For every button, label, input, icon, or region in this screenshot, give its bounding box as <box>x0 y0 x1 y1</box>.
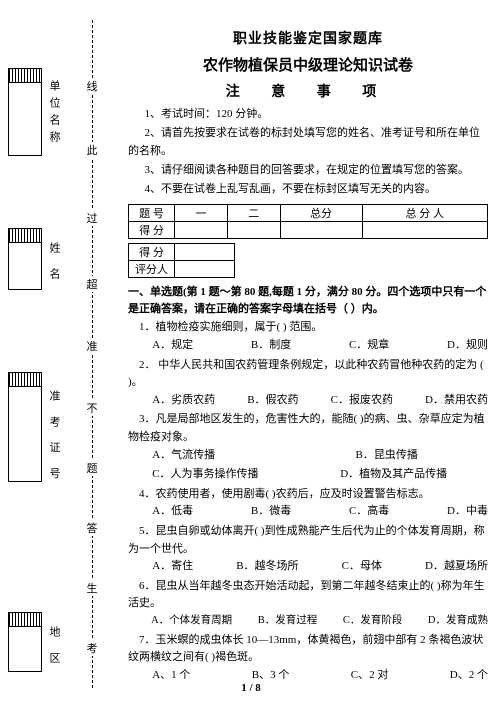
opt: A．规定 <box>152 337 193 355</box>
cell <box>280 222 362 239</box>
options: C．人为事务操作传播 D．植物及其产品传播 <box>128 466 488 484</box>
cut-char: 题 <box>86 460 98 476</box>
opt: B．发育过程 <box>258 613 318 630</box>
opt: C．人为事务操作传播 <box>152 466 258 484</box>
opt: D．中毒 <box>447 503 488 521</box>
hatch <box>9 373 41 387</box>
cell: 一 <box>175 205 228 222</box>
cell <box>175 244 235 261</box>
opt: B．昆虫传播 <box>355 447 417 465</box>
cell <box>175 222 228 239</box>
options: A．个体发育周期 B．发育过程 C．发育阶段 D．发育成熟 <box>128 613 488 630</box>
field-box-name <box>8 228 42 290</box>
section-title: 一、单选题(第 1 题～第 80 题,每题 1 分，满分 80 分。四个选项中只… <box>128 284 488 317</box>
notice-item: 1、考试时间：120 分钟。 <box>128 105 488 124</box>
score-table: 题 号 一 二 总分 总 分 人 得 分 <box>128 204 488 239</box>
cut-char: 答 <box>86 520 98 536</box>
opt: D．越夏场所 <box>425 558 488 576</box>
blank <box>9 627 41 671</box>
cell: 二 <box>227 205 280 222</box>
cell: 题 号 <box>129 205 175 222</box>
hatch <box>9 613 41 627</box>
cut-char: 此 <box>86 142 98 158</box>
opt: B．微毒 <box>251 503 291 521</box>
cell: 评分人 <box>129 261 175 278</box>
opt: A．低毒 <box>152 503 193 521</box>
cell: 得 分 <box>129 244 175 261</box>
opt: D．规则 <box>447 337 488 355</box>
cut-char: 准 <box>86 338 98 354</box>
question: 1．植物检疫实施细则，属于( ) 范围。 A．规定 B．制度 C．规章 D．规则 <box>128 319 488 354</box>
question-text: 2． 中华人民共和国农药管理条例规定，以此种农药冒他种农药的定为 ( )。 <box>128 357 488 392</box>
question: 6．昆虫从当年越冬虫态开始活动起，到第二年越冬结束止的( )称为年生活史。 A．… <box>128 578 488 630</box>
hatch <box>9 69 41 83</box>
field-box-unit <box>8 68 42 156</box>
notice-item: 4、不要在试卷上乱写乱画，不要在标封区填写无关的内容。 <box>128 180 488 199</box>
label-region: 地 区 <box>46 626 62 669</box>
field-box-examno <box>8 372 42 482</box>
main-content: 职业技能鉴定国家题库 农作物植保员中级理论知识试卷 注 意 事 项 1、考试时间… <box>128 28 488 685</box>
cell: 总 分 人 <box>362 205 488 222</box>
options: A．低毒 B．微毒 C．高毒 D．中毒 <box>128 503 488 521</box>
doc-suptitle: 职业技能鉴定国家题库 <box>128 28 488 48</box>
opt: C．发育阶段 <box>343 613 403 630</box>
label-unit: 单位名称 <box>46 80 62 148</box>
question-text: 7．玉米螟的成虫体长 10—13mm，体黄褐色，前翅中部有 2 条褐色波状纹两横… <box>128 632 488 667</box>
options: A．规定 B．制度 C．规章 D．规则 <box>128 337 488 355</box>
cell: 得 分 <box>129 222 175 239</box>
question-text: 5．昆虫自卵或幼体离开( )到性成熟能产生后代为止的个体发育周期，称为一个世代。 <box>128 523 488 558</box>
cut-char: 不 <box>86 400 98 416</box>
opt: C．报废农药 <box>331 392 393 410</box>
cut-char: 考 <box>86 640 98 656</box>
question-text: 3．凡是局部地区发生的，危害性大的，能随( )的病、虫、杂草应定为植物检疫对象。 <box>128 411 488 446</box>
score-table-small: 得 分 评分人 <box>128 243 235 278</box>
blank <box>9 387 41 481</box>
question-text: 1．植物检疫实施细则，属于( ) 范围。 <box>128 319 488 337</box>
notice-list: 1、考试时间：120 分钟。 2、请首先按要求在试卷的标封处填写您的姓名、准考证… <box>128 105 488 198</box>
page-number: 1 / 8 <box>0 682 502 694</box>
cell: 总分 <box>280 205 362 222</box>
field-box-region <box>8 612 42 672</box>
opt: B．制度 <box>251 337 291 355</box>
notice-item: 3、请仔细阅读各种题目的回答要求，在规定的位置填写您的答案。 <box>128 161 488 180</box>
opt: C．高毒 <box>349 503 389 521</box>
cell <box>175 261 235 278</box>
opt: C．规章 <box>349 337 389 355</box>
question-text: 4．农药使用者，使用剧毒( )农药后，应及时设置警告标志。 <box>128 486 488 504</box>
options: A．寄住 B．越冬场所 C．母体 D．越夏场所 <box>128 558 488 576</box>
label-name: 姓 名 <box>46 242 62 285</box>
doc-title: 农作物植保员中级理论知识试卷 <box>128 54 488 75</box>
notice-heading: 注 意 事 项 <box>128 81 488 101</box>
opt: A．个体发育周期 <box>151 613 232 630</box>
question: 5．昆虫自卵或幼体离开( )到性成熟能产生后代为止的个体发育周期，称为一个世代。… <box>128 523 488 576</box>
label-examno: 准 考 证 号 <box>46 390 62 484</box>
cut-char: 超 <box>86 276 98 292</box>
options: A．气流传播 B．昆虫传播 <box>128 447 488 465</box>
question: 7．玉米螟的成虫体长 10—13mm，体黄褐色，前翅中部有 2 条褐色波状纹两横… <box>128 632 488 685</box>
opt: B．越冬场所 <box>236 558 298 576</box>
options: A．劣质农药 B．假农药 C．报废农药 D．禁用农药 <box>128 392 488 410</box>
hatch <box>9 229 41 243</box>
opt: A．寄住 <box>152 558 193 576</box>
question: 2． 中华人民共和国农药管理条例规定，以此种农药冒他种农药的定为 ( )。 A．… <box>128 357 488 410</box>
blank <box>9 83 41 155</box>
opt: D．发育成熟 <box>428 613 488 630</box>
cut-char: 线 <box>86 78 98 94</box>
question-text: 6．昆虫从当年越冬虫态开始活动起，到第二年越冬结束止的( )称为年生活史。 <box>128 578 488 613</box>
cut-char: 过 <box>86 210 98 226</box>
opt: C．母体 <box>342 558 382 576</box>
opt: D．植物及其产品传播 <box>340 466 447 484</box>
opt: A．劣质农药 <box>152 392 215 410</box>
blank <box>9 243 41 289</box>
cut-char: 生 <box>86 580 98 596</box>
cell <box>362 222 488 239</box>
cell <box>227 222 280 239</box>
opt: B．假农药 <box>247 392 298 410</box>
binding-sidebar: 单位名称 姓 名 准 考 证 号 地 区 线 此 过 超 准 不 题 答 生 考 <box>0 0 112 708</box>
opt: D．禁用农药 <box>425 392 488 410</box>
question: 3．凡是局部地区发生的，危害性大的，能随( )的病、虫、杂草应定为植物检疫对象。… <box>128 411 488 483</box>
notice-item: 2、请首先按要求在试卷的标封处填写您的姓名、准考证号和所在单位的名称。 <box>128 124 488 161</box>
question: 4．农药使用者，使用剧毒( )农药后，应及时设置警告标志。 A．低毒 B．微毒 … <box>128 486 488 521</box>
opt: A．气流传播 <box>152 447 215 465</box>
